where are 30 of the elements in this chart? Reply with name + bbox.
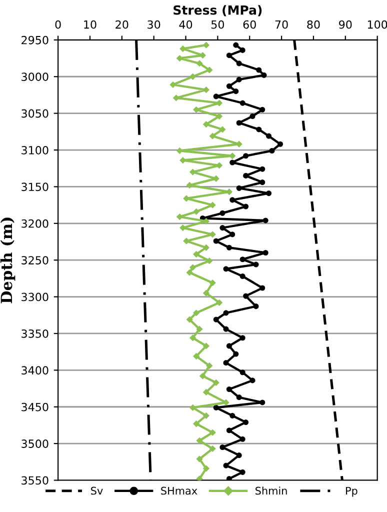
x-tick-label: 0	[55, 20, 61, 29]
y-tick-label: 3500	[22, 440, 48, 448]
legend-label: SHmax	[161, 486, 198, 495]
y-tick-label: 3450	[22, 402, 48, 412]
y-tick-label: 3350	[22, 329, 48, 338]
x-tick-label: 10	[84, 20, 96, 29]
x-tick-label: 70	[275, 20, 288, 29]
legend-label: Shmin	[256, 486, 287, 495]
y-tick-label: 3550	[22, 476, 48, 485]
y-tick-label: 3300	[22, 292, 48, 302]
x-tick-label: 50	[211, 20, 224, 29]
x-tick-label: 40	[179, 20, 192, 29]
x-tick-label: 100	[368, 20, 387, 29]
y-tick-label: 3250	[22, 256, 48, 264]
y-tick-label: 3100	[22, 146, 48, 154]
y-tick-label: 3050	[22, 109, 48, 118]
legend-label: Pp	[346, 486, 358, 497]
x-tick-label: 80	[307, 20, 320, 29]
x-tick-label: 60	[243, 20, 256, 29]
x-axis-title: Stress (MPa)	[174, 5, 262, 16]
y-tick-label: 3200	[22, 219, 48, 228]
y-tick-label: 3150	[22, 182, 48, 192]
legend-label: Sv	[91, 486, 103, 495]
y-tick-label: 3400	[22, 366, 48, 375]
x-tick-label: 90	[339, 20, 352, 29]
x-tick-label: 30	[148, 20, 160, 29]
x-tick-label: 20	[116, 20, 128, 29]
y-tick-label: 3000	[22, 72, 48, 82]
y-tick-label: 2950	[22, 36, 48, 44]
y-axis-title: Depth (m)	[0, 218, 16, 304]
